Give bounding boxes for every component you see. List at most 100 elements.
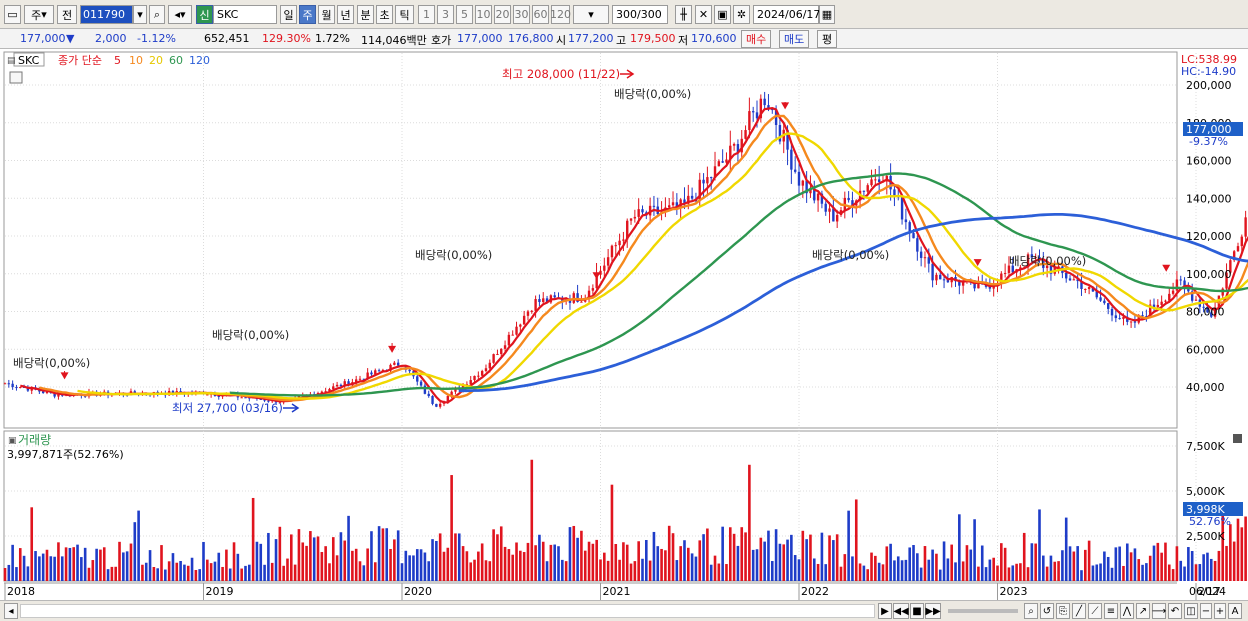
fast-forward-button[interactable]: ▶▶ [925, 603, 941, 619]
draw-fib-icon[interactable]: ≡ [1104, 603, 1118, 619]
interval-10[interactable]: 10 [475, 5, 492, 24]
interval-1[interactable]: 1 [418, 5, 435, 24]
candle-body [484, 368, 488, 371]
interval-3[interactable]: 3 [437, 5, 454, 24]
candle-body [53, 392, 56, 397]
volume-bar [400, 563, 404, 581]
zoom-icon[interactable]: ⌕ [1024, 603, 1038, 619]
draw-trend-icon[interactable]: ⟋ [1088, 603, 1102, 619]
screenshot-icon[interactable]: ◫ [1184, 603, 1198, 619]
avg-button[interactable]: 평 [817, 30, 838, 48]
count-field[interactable]: 300/300 [612, 5, 668, 24]
interval-60[interactable]: 60 [532, 5, 549, 24]
low-label: 저 [678, 34, 689, 47]
volume-bar [721, 526, 724, 581]
interval-120[interactable]: 120 [550, 5, 571, 24]
volume-bar [706, 528, 709, 581]
volume-bar [557, 546, 560, 581]
scroll-left-icon[interactable]: ◂ [4, 603, 18, 619]
interval-custom-select[interactable]: ▾ [573, 5, 609, 24]
period-type-select[interactable]: 주 ▾ [24, 5, 54, 24]
code-dropdown-icon[interactable]: ▾ [133, 5, 147, 24]
tf-minute[interactable]: 분 [357, 5, 374, 24]
candle-body [15, 387, 18, 389]
scrollbar-track[interactable] [20, 604, 875, 618]
reset-icon[interactable]: ↺ [1040, 603, 1054, 619]
gear-icon[interactable]: ✲ [733, 5, 750, 24]
tf-week[interactable]: 주 [299, 5, 316, 24]
stock-name-field[interactable]: SKC [213, 5, 277, 24]
volume-bar [641, 558, 644, 581]
volume-bar [102, 547, 106, 581]
tf-year[interactable]: 년 [337, 5, 354, 24]
candle-body [568, 300, 572, 303]
ma120-line [459, 213, 1248, 393]
volume-bar [572, 525, 576, 581]
tf-month[interactable]: 월 [318, 5, 335, 24]
volume-bar [648, 560, 652, 581]
volume-bar [1057, 561, 1060, 581]
sell-button[interactable]: 매도 [779, 30, 810, 48]
price-tick: 140,000 [1186, 192, 1232, 205]
change-value: 2,000 [95, 32, 127, 45]
tf-second[interactable]: 초 [376, 5, 393, 24]
sound-icon[interactable]: ◂▾ [168, 5, 192, 24]
volume-bar [415, 549, 419, 581]
play-button[interactable]: ▶ [878, 603, 892, 619]
crosshair-icon[interactable]: ✕ [695, 5, 712, 24]
interval-5[interactable]: 5 [456, 5, 473, 24]
candle-body [534, 299, 537, 311]
legend-ma20: 20 [149, 54, 163, 67]
bid1: 177,000 [457, 32, 503, 45]
volume-bar [244, 565, 247, 581]
candle-icon[interactable]: ╫ [675, 5, 692, 24]
prev-button[interactable]: 전 [57, 5, 77, 24]
volume-close-icon[interactable] [1233, 434, 1242, 443]
zoom-slider[interactable] [948, 609, 1018, 613]
interval-20[interactable]: 20 [494, 5, 511, 24]
draw-arrow-icon[interactable]: ↗ [1136, 603, 1150, 619]
sell-label: 매도 [784, 33, 805, 46]
tf-tick[interactable]: 틱 [395, 5, 414, 24]
volume-bar [438, 533, 442, 581]
volume-tick: 2,500K [1186, 530, 1225, 543]
minus-icon[interactable]: − [1200, 603, 1212, 619]
volume-bar [545, 561, 549, 581]
font-icon[interactable]: A [1228, 603, 1242, 619]
layout-icon[interactable]: ▭ [4, 5, 21, 24]
candle-body [343, 381, 346, 387]
volume-bar [496, 534, 499, 581]
volume-bar [1229, 524, 1232, 581]
volume-bar [57, 542, 60, 581]
symbol-box[interactable] [13, 52, 45, 67]
search-icon[interactable]: ⌕ [149, 5, 165, 24]
date-field[interactable]: 2024/06/17 [753, 5, 820, 24]
undo-icon[interactable]: ↶ [1168, 603, 1182, 619]
calendar-icon[interactable]: ▦ [819, 5, 835, 24]
volume-bar [152, 567, 156, 581]
buy-button[interactable]: 매수 [741, 30, 772, 48]
save-icon[interactable]: ▣ [714, 5, 731, 24]
price-volume-chart[interactable]: 배당락(0,00%) 배당락(0,00%) 배당락(0,00%) 배당락(0,00%)… [0, 50, 1248, 600]
draw-ray-icon[interactable]: ⟶ [1152, 603, 1166, 619]
interval-30[interactable]: 30 [513, 5, 530, 24]
volume-bar [961, 561, 965, 581]
volume-bar [186, 565, 190, 581]
volume-panel-icon[interactable]: ▣ [8, 436, 17, 446]
stop-button[interactable]: ■ [910, 603, 924, 619]
calculator-icon[interactable] [9, 71, 23, 84]
stock-code-input[interactable]: 011790 [80, 5, 133, 24]
legend-menu-icon[interactable]: ▤ [7, 56, 16, 66]
draw-zig-icon[interactable]: ⋀ [1120, 603, 1134, 619]
plus-icon[interactable]: + [1214, 603, 1226, 619]
tf-day[interactable]: 일 [280, 5, 297, 24]
fast-back-button[interactable]: ◀◀ [893, 603, 909, 619]
volume-bar [591, 543, 595, 581]
dividend-arrow [1162, 264, 1171, 272]
dividend-arrow [973, 259, 982, 267]
volume-tick: 7,500K [1186, 440, 1225, 453]
volume-bar [1202, 554, 1205, 581]
draw-line-icon[interactable]: ╱ [1072, 603, 1086, 619]
copy-icon[interactable]: ⎘ [1056, 603, 1070, 619]
volume-bar [469, 562, 473, 581]
